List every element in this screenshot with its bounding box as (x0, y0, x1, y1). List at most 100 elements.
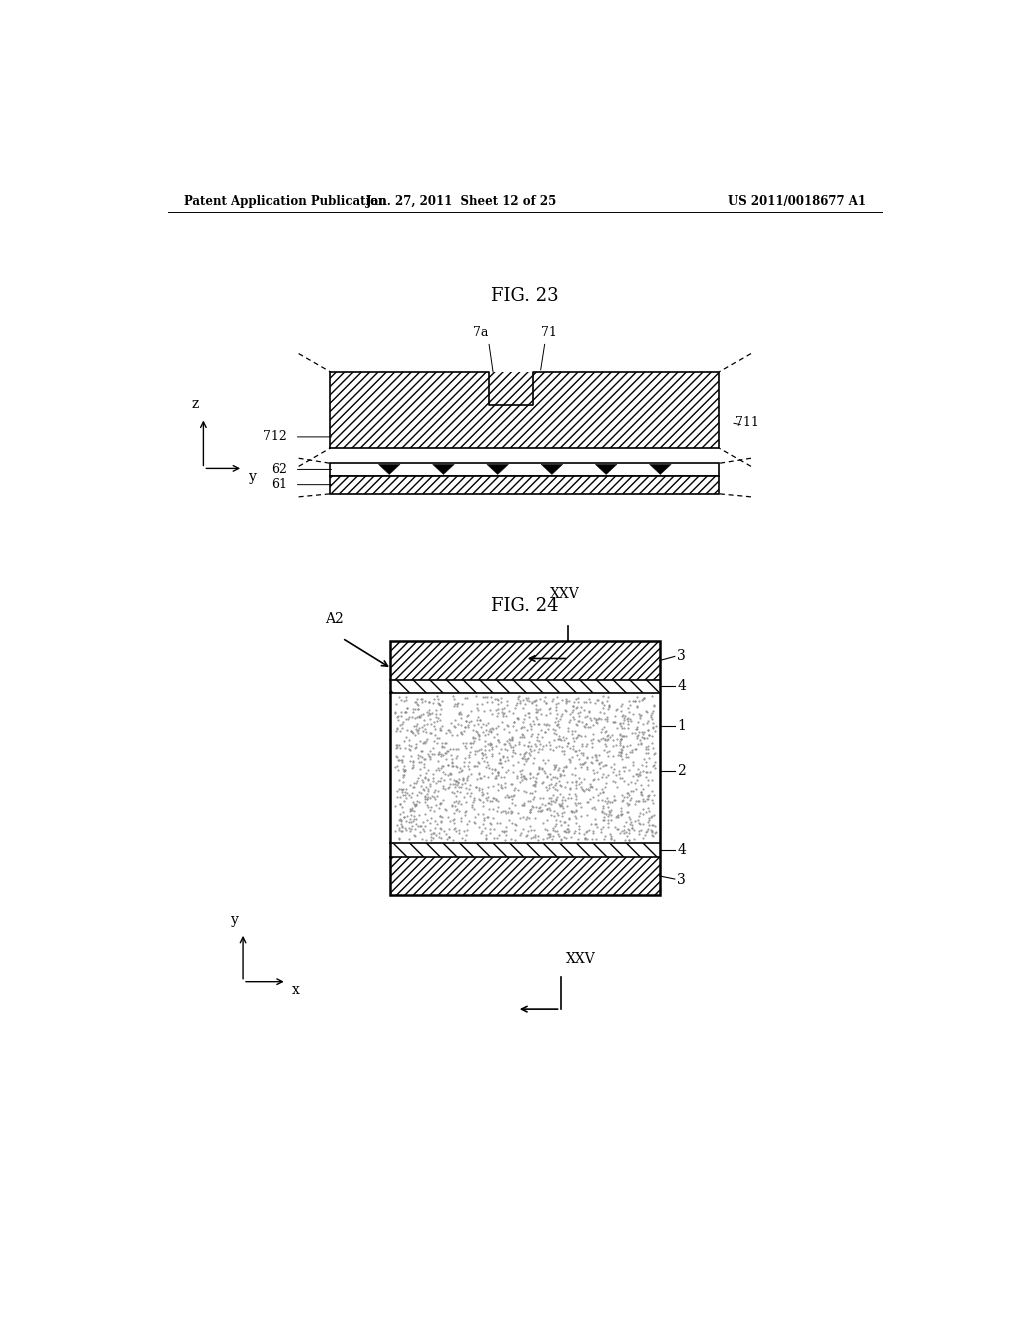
Point (550, 805, 566, 826)
Point (508, 719, 524, 741)
Point (409, 785, 425, 807)
Point (538, 693, 554, 714)
Point (554, 689, 570, 710)
Point (494, 701, 510, 722)
Point (417, 748, 433, 770)
Point (636, 748, 652, 770)
Point (497, 776, 513, 797)
Point (547, 775, 563, 796)
Point (570, 767, 587, 788)
Point (449, 756, 465, 777)
Point (510, 709, 526, 730)
Point (452, 758, 468, 779)
Point (480, 767, 497, 788)
Point (434, 762, 451, 783)
Point (496, 697, 512, 718)
Point (415, 810, 431, 832)
Point (423, 829, 439, 850)
Point (614, 705, 631, 726)
Point (622, 694, 638, 715)
Point (522, 744, 539, 766)
Point (512, 760, 528, 781)
Point (618, 743, 635, 764)
Point (525, 775, 542, 796)
Point (392, 750, 409, 771)
Point (417, 787, 433, 808)
Point (407, 793, 423, 814)
Point (404, 797, 421, 818)
Point (588, 813, 604, 834)
Point (445, 770, 462, 791)
Point (485, 828, 502, 849)
Point (604, 762, 621, 783)
Point (411, 705, 427, 726)
Point (391, 750, 408, 771)
Point (553, 814, 569, 836)
Point (505, 762, 521, 783)
Point (451, 791, 467, 812)
Point (578, 692, 594, 713)
Point (504, 788, 520, 809)
Point (394, 751, 411, 772)
Point (571, 816, 588, 837)
Point (534, 758, 550, 779)
Point (495, 800, 511, 821)
Point (474, 722, 490, 743)
Point (466, 799, 482, 820)
Point (419, 788, 435, 809)
Point (503, 734, 519, 755)
Point (564, 723, 581, 744)
Point (626, 829, 642, 850)
Point (477, 686, 494, 708)
Point (566, 801, 583, 822)
Point (550, 825, 566, 846)
Point (640, 725, 656, 746)
Point (632, 814, 648, 836)
Point (517, 742, 534, 763)
Point (553, 706, 569, 727)
Point (529, 723, 546, 744)
Point (443, 755, 460, 776)
Point (477, 743, 494, 764)
Point (627, 793, 643, 814)
Point (639, 727, 655, 748)
Point (589, 690, 605, 711)
Point (587, 799, 603, 820)
Point (401, 799, 418, 820)
Point (634, 722, 650, 743)
Point (584, 737, 600, 758)
Point (569, 688, 586, 709)
Point (598, 767, 614, 788)
Point (413, 689, 429, 710)
Point (417, 785, 433, 807)
Point (396, 818, 413, 840)
Point (631, 690, 647, 711)
Point (394, 816, 411, 837)
Point (581, 780, 597, 801)
Point (501, 809, 517, 830)
Point (452, 702, 468, 723)
Point (426, 743, 442, 764)
Point (538, 795, 554, 816)
Point (467, 807, 483, 828)
Point (541, 777, 557, 799)
Point (597, 755, 613, 776)
Point (397, 810, 414, 832)
Point (564, 739, 581, 760)
Point (570, 828, 587, 849)
Point (420, 787, 436, 808)
Point (437, 799, 454, 820)
Point (457, 772, 473, 793)
Point (438, 722, 455, 743)
Point (446, 791, 463, 812)
Point (558, 690, 574, 711)
Point (492, 750, 508, 771)
Point (567, 821, 584, 842)
Point (454, 828, 470, 849)
Point (493, 748, 509, 770)
Point (563, 800, 580, 821)
Point (600, 686, 616, 708)
Point (607, 772, 624, 793)
Point (621, 697, 637, 718)
Point (567, 758, 584, 779)
